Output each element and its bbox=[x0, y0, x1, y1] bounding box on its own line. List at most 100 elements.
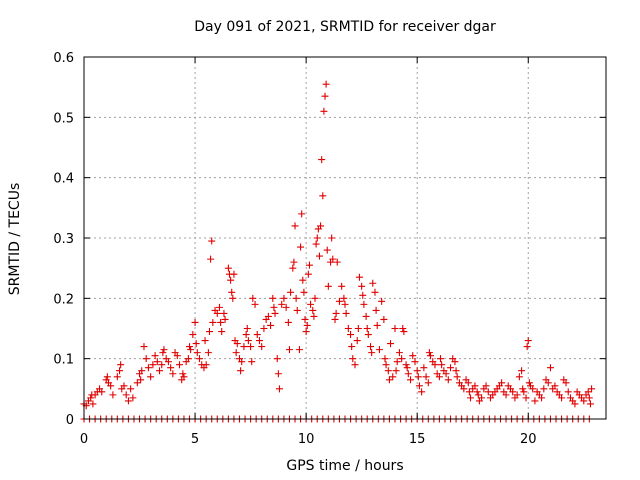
data-point bbox=[580, 397, 588, 405]
data-point bbox=[285, 346, 293, 354]
data-point bbox=[324, 282, 332, 290]
data-point bbox=[237, 367, 245, 375]
data-point bbox=[444, 376, 452, 384]
data-point bbox=[295, 346, 303, 354]
data-point bbox=[513, 391, 521, 399]
data-point bbox=[333, 258, 341, 266]
data-point bbox=[474, 391, 482, 399]
data-point bbox=[193, 349, 201, 357]
data-point bbox=[221, 315, 229, 323]
data-point bbox=[142, 355, 150, 363]
gridlines bbox=[84, 57, 606, 419]
data-point bbox=[413, 367, 421, 375]
data-point bbox=[502, 391, 510, 399]
data-point bbox=[518, 367, 526, 375]
data-point bbox=[363, 325, 371, 332]
data-point bbox=[117, 361, 125, 369]
data-point bbox=[207, 255, 215, 263]
data-point bbox=[103, 373, 111, 381]
data-point bbox=[437, 355, 445, 363]
x-tick-label: 5 bbox=[191, 432, 199, 447]
data-point bbox=[244, 337, 252, 345]
data-point bbox=[158, 361, 166, 369]
data-point bbox=[109, 391, 117, 399]
data-point bbox=[362, 312, 370, 320]
data-point bbox=[186, 343, 194, 351]
data-point bbox=[312, 240, 320, 248]
data-point bbox=[524, 337, 532, 345]
data-point bbox=[409, 352, 417, 360]
data-point bbox=[464, 379, 472, 387]
data-point bbox=[271, 309, 279, 317]
y-tick-label: 0.5 bbox=[53, 111, 74, 126]
data-point bbox=[442, 370, 450, 378]
data-point bbox=[264, 312, 272, 320]
data-point bbox=[304, 270, 312, 278]
data-point bbox=[160, 346, 168, 354]
data-point bbox=[338, 282, 346, 290]
data-point bbox=[224, 264, 232, 272]
data-point bbox=[291, 222, 299, 230]
data-point bbox=[129, 394, 137, 402]
data-point bbox=[275, 385, 283, 393]
data-point bbox=[347, 331, 355, 339]
data-point bbox=[242, 331, 250, 339]
data-point bbox=[140, 343, 148, 351]
data-point bbox=[359, 291, 367, 299]
data-point bbox=[353, 337, 361, 345]
data-point bbox=[98, 388, 106, 396]
y-tick-label: 0.3 bbox=[53, 232, 74, 247]
data-point bbox=[87, 394, 95, 402]
data-point bbox=[107, 382, 115, 390]
data-point bbox=[153, 358, 161, 366]
data-point bbox=[385, 376, 393, 384]
data-series bbox=[80, 80, 596, 423]
data-point bbox=[164, 358, 172, 366]
data-point bbox=[393, 358, 401, 366]
data-point bbox=[137, 376, 145, 384]
data-point bbox=[310, 312, 318, 320]
data-point bbox=[407, 376, 415, 384]
data-point bbox=[422, 373, 430, 381]
data-point bbox=[273, 355, 281, 363]
data-point bbox=[523, 343, 531, 351]
x-tick-label: 10 bbox=[298, 432, 315, 447]
data-point bbox=[509, 388, 517, 396]
data-point bbox=[287, 288, 295, 296]
data-point bbox=[299, 276, 307, 284]
data-point bbox=[176, 361, 184, 369]
data-point bbox=[282, 303, 290, 311]
data-point bbox=[584, 388, 592, 396]
data-point bbox=[303, 321, 311, 329]
data-point bbox=[520, 388, 528, 396]
data-point bbox=[522, 394, 530, 402]
data-point bbox=[354, 325, 362, 332]
data-point bbox=[344, 325, 352, 332]
data-point bbox=[269, 294, 277, 302]
data-point bbox=[320, 107, 328, 115]
data-point bbox=[317, 222, 325, 230]
data-point bbox=[127, 385, 135, 393]
data-point bbox=[387, 340, 395, 348]
data-point bbox=[124, 397, 132, 405]
data-point bbox=[202, 361, 210, 369]
y-tick-label: 0.1 bbox=[53, 353, 74, 368]
data-point bbox=[586, 400, 594, 408]
data-point bbox=[258, 343, 266, 351]
data-point bbox=[467, 394, 475, 402]
data-point bbox=[395, 349, 403, 357]
data-point bbox=[392, 367, 400, 375]
data-point bbox=[289, 264, 297, 272]
axis-ticks: 0 0.1 0.2 0.3 0.4 0.5 0.6 0 5 10 15 20 bbox=[53, 51, 606, 447]
data-point bbox=[232, 349, 240, 357]
data-point bbox=[473, 388, 481, 396]
data-point bbox=[341, 300, 349, 308]
data-point bbox=[138, 367, 146, 375]
data-point bbox=[372, 306, 380, 314]
chart-title: Day 091 of 2021, SRMTID for receiver dga… bbox=[194, 19, 496, 35]
data-point bbox=[402, 361, 410, 369]
data-point bbox=[122, 391, 130, 399]
data-point bbox=[319, 192, 327, 200]
data-point bbox=[453, 373, 461, 381]
data-point bbox=[519, 385, 527, 393]
